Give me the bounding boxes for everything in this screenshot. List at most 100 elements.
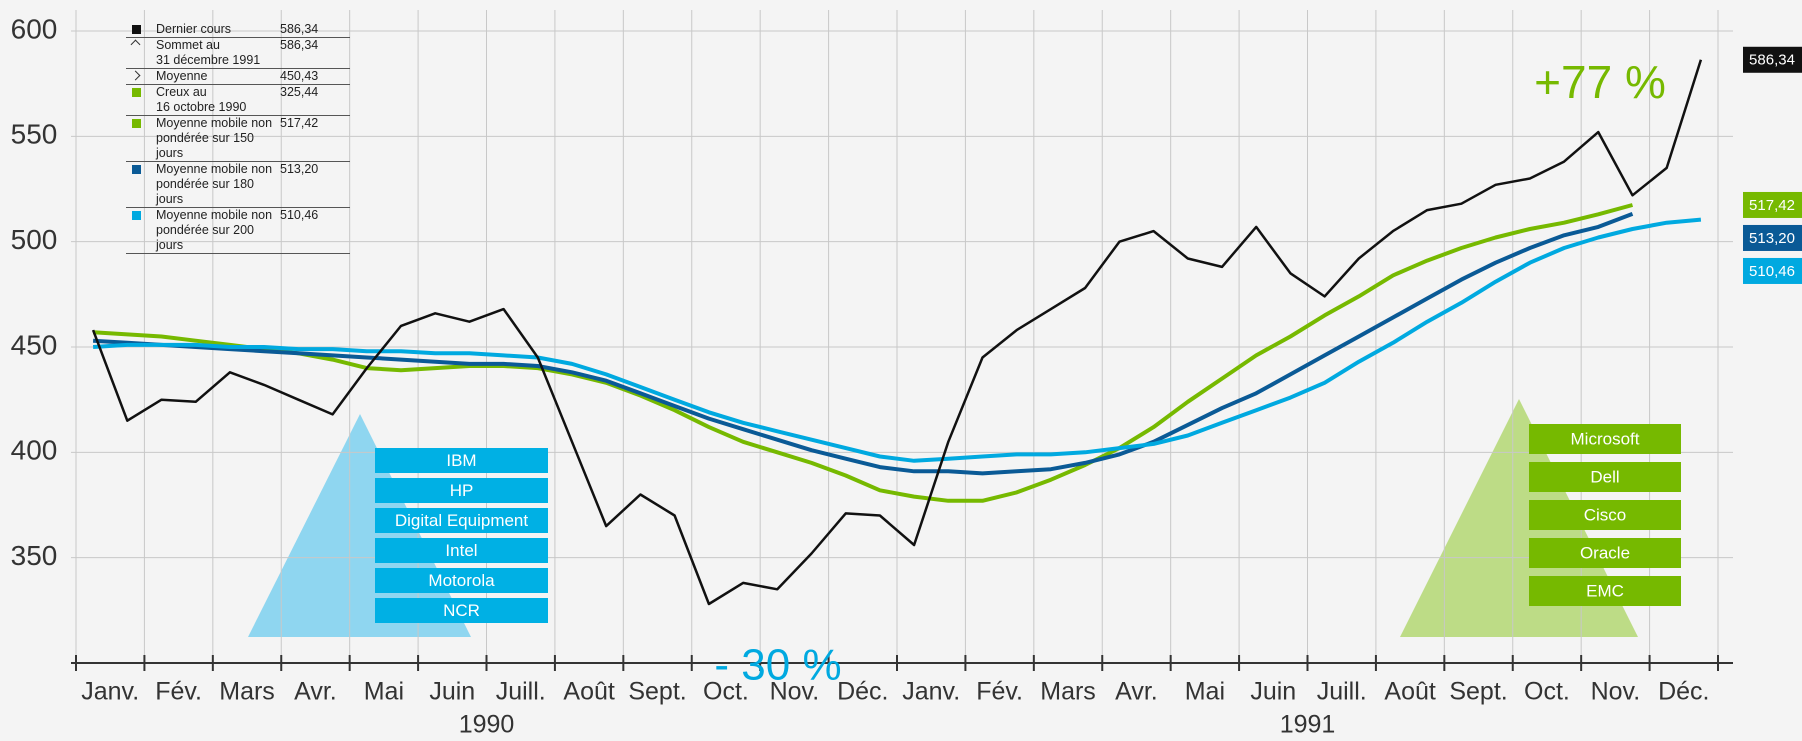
legend-row: Moyenne mobile non pondérée sur 180 jour… — [126, 162, 350, 208]
company-box — [1529, 462, 1681, 492]
annotation: - 30 % — [714, 641, 841, 690]
x-tick-label: Oct. — [1524, 678, 1570, 706]
company-label: NCR — [443, 601, 480, 620]
x-tick-label: Juin — [1250, 678, 1296, 706]
company-label: IBM — [446, 451, 476, 470]
x-tick-label: Janv. — [902, 678, 960, 706]
legend-row: Moyenne mobile non pondérée sur 150 jour… — [126, 116, 350, 162]
legend-swatch — [132, 119, 141, 128]
y-tick-label: 350 — [11, 540, 58, 571]
legend-swatch — [132, 88, 141, 97]
end-tag-label: 586,34 — [1749, 52, 1795, 69]
legend-value: 586,34 — [280, 22, 319, 36]
legend-value: 510,46 — [280, 208, 319, 222]
company-box — [375, 538, 548, 563]
legend-value: 450,43 — [280, 69, 319, 83]
y-tick-label: 450 — [11, 329, 58, 360]
legend-row: Dernier cours 586,34 — [126, 22, 350, 38]
company-label: Motorola — [428, 571, 495, 590]
legend-row: Creux au 16 octobre 1990 325,44 — [126, 85, 350, 116]
legend-marker — [126, 22, 156, 37]
x-tick-label: Fév. — [155, 678, 202, 706]
legend-value: 513,20 — [280, 162, 319, 176]
legend-value: 325,44 — [280, 85, 319, 99]
end-tag-label: 510,46 — [1749, 263, 1795, 280]
x-tick-label: Juin — [429, 678, 475, 706]
company-label: Dell — [1590, 467, 1619, 486]
legend-swatch — [130, 39, 141, 50]
legend-row: Moyenne mobile non pondérée sur 200 jour… — [126, 208, 350, 254]
company-box — [1529, 500, 1681, 530]
legend-value: 586,34 — [280, 38, 319, 52]
legend-row: Sommet au 31 décembre 1991 586,34 — [126, 38, 350, 69]
x-tick-label: Mai — [1185, 678, 1225, 706]
legend-marker — [126, 85, 156, 115]
legend-label: Sommet au 31 décembre 1991 — [156, 38, 261, 67]
series-line — [92, 217, 1702, 463]
x-tick-label: Sept. — [1449, 678, 1507, 706]
y-tick-label: 400 — [11, 435, 58, 466]
x-tick-label: Déc. — [837, 678, 888, 706]
y-tick-label: 500 — [11, 224, 58, 255]
company-label: Intel — [445, 541, 477, 560]
legend-label: Moyenne — [156, 69, 208, 83]
company-label: Oracle — [1580, 543, 1630, 562]
company-label: Digital Equipment — [395, 511, 529, 530]
y-tick-label: 600 — [11, 13, 58, 44]
y-tick-label: 550 — [11, 119, 58, 150]
series-line — [92, 212, 1634, 476]
x-tick-label: Fév. — [976, 678, 1023, 706]
x-tick-label: Avr. — [294, 678, 337, 706]
company-box — [375, 598, 548, 623]
legend-label: Moyenne mobile non pondérée sur 180 jour… — [156, 162, 273, 206]
x-tick-label: Sept. — [628, 678, 686, 706]
annotation: +77 % — [1534, 56, 1666, 108]
company-box — [1529, 538, 1681, 568]
x-tick-label: Oct. — [703, 678, 749, 706]
year-label: 1991 — [1280, 711, 1336, 739]
legend-swatch — [132, 211, 141, 220]
legend-label: Dernier cours — [156, 22, 232, 36]
x-tick-label: Mars — [1040, 678, 1096, 706]
legend-marker — [126, 116, 156, 161]
legend-marker — [126, 208, 156, 253]
legend-label: Creux au 16 octobre 1990 — [156, 85, 247, 114]
company-label: EMC — [1586, 581, 1624, 600]
x-tick-label: Août — [563, 678, 614, 706]
legend-swatch — [132, 165, 141, 174]
end-tag — [1743, 191, 1802, 218]
legend-marker — [126, 162, 156, 207]
x-tick-label: Juill. — [1317, 678, 1367, 706]
legend-label: Moyenne mobile non pondérée sur 200 jour… — [156, 208, 273, 252]
end-tag-label: 513,20 — [1749, 230, 1795, 247]
legend-marker — [126, 69, 156, 84]
x-tick-label: Nov. — [770, 678, 820, 706]
x-tick-label: Mars — [219, 678, 275, 706]
x-tick-label: Janv. — [81, 678, 139, 706]
legend-swatch — [130, 70, 141, 81]
company-box — [1529, 424, 1681, 454]
company-box — [375, 448, 548, 473]
company-label: Microsoft — [1571, 429, 1640, 448]
x-tick-label: Août — [1384, 678, 1435, 706]
legend-row: Moyenne 450,43 — [126, 69, 350, 85]
legend-label: Moyenne mobile non pondérée sur 150 jour… — [156, 116, 273, 160]
series-line — [91, 59, 1703, 606]
company-label: HP — [450, 481, 474, 500]
end-tag-label: 517,42 — [1749, 197, 1795, 214]
x-tick-label: Avr. — [1115, 678, 1158, 706]
x-tick-label: Juill. — [496, 678, 546, 706]
series-line — [92, 203, 1634, 503]
year-label: 1990 — [459, 711, 515, 739]
company-box — [1529, 576, 1681, 606]
end-tag — [1743, 257, 1802, 284]
company-box — [375, 568, 548, 593]
x-tick-label: Mai — [364, 678, 404, 706]
legend-marker — [126, 38, 156, 68]
end-tag — [1743, 46, 1802, 73]
legend: Dernier cours 586,34 Sommet au 31 décembre… — [126, 22, 350, 254]
end-tag — [1743, 224, 1802, 251]
x-tick-label: Déc. — [1658, 678, 1709, 706]
